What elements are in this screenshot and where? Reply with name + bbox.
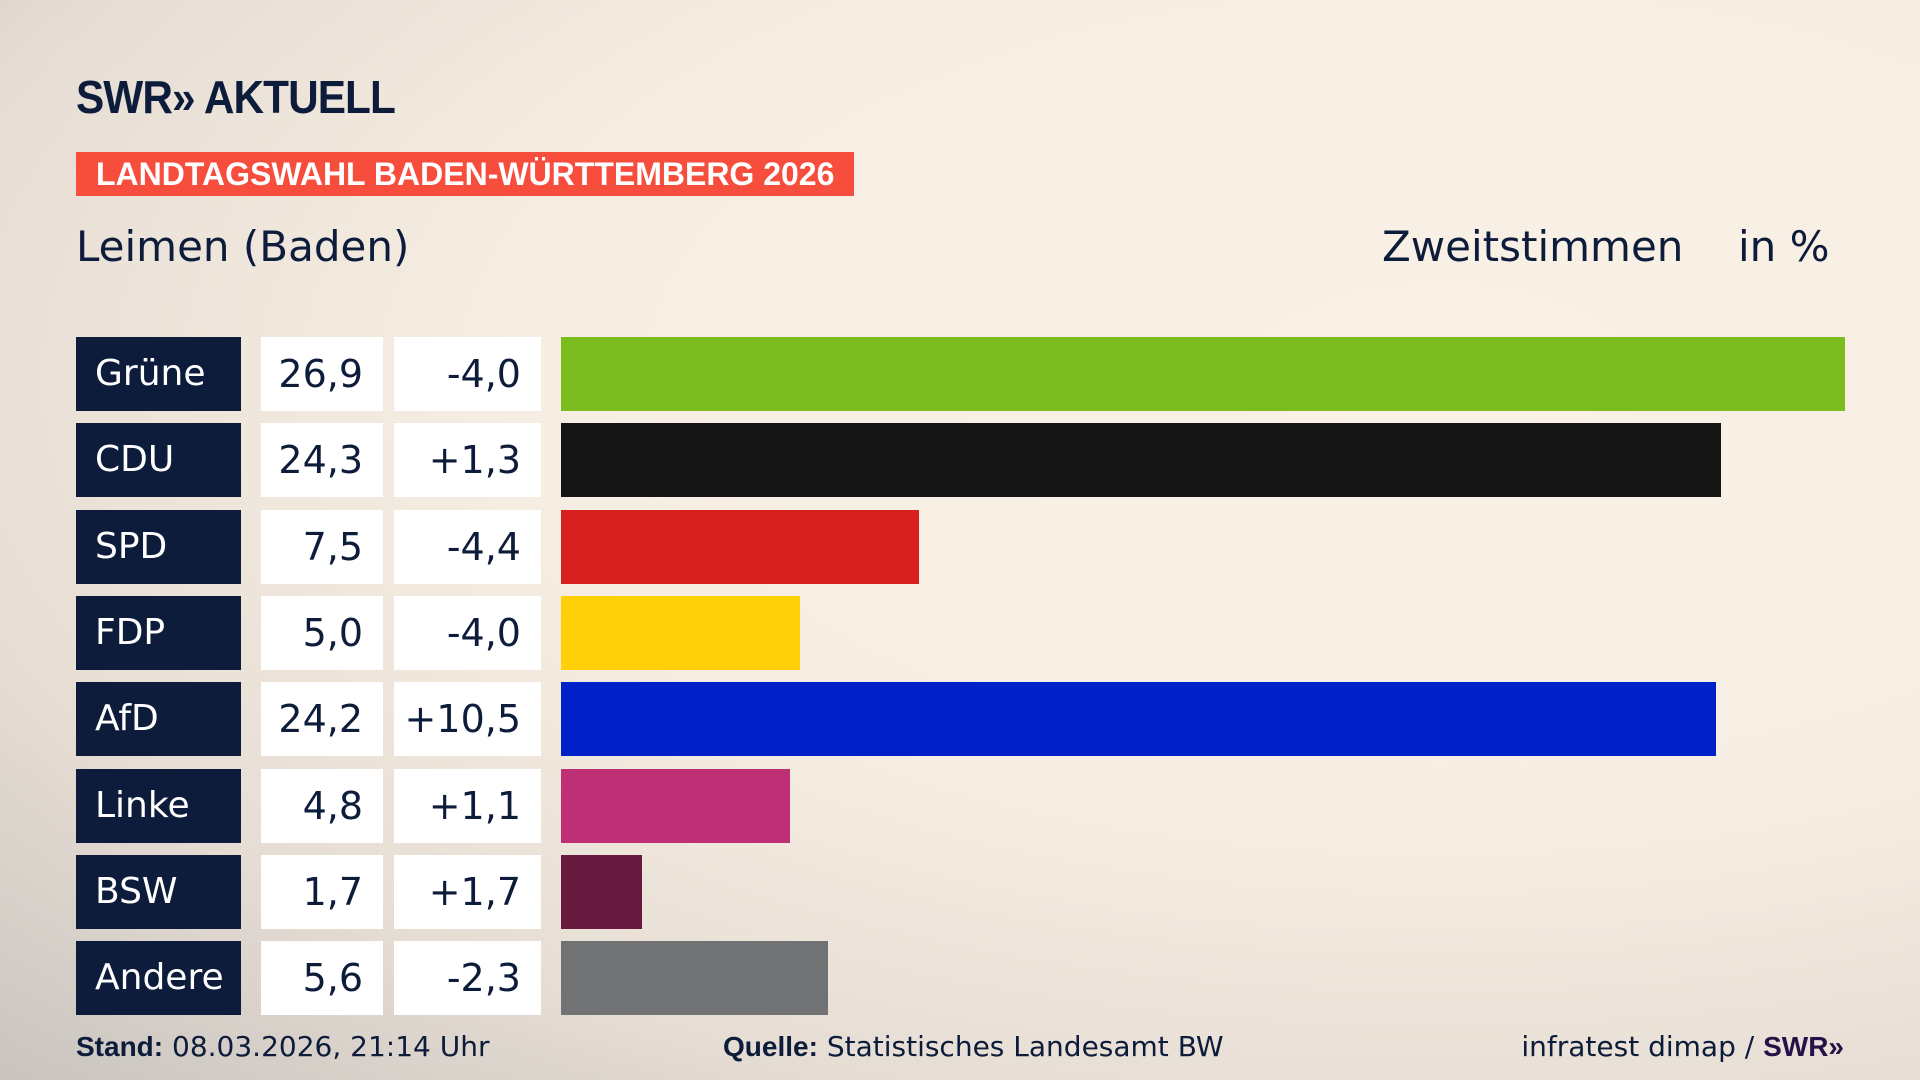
party-label: CDU — [76, 423, 241, 498]
credit: infratest dimap / SWR» — [1521, 1030, 1844, 1063]
source: Quelle: Statistisches Landesamt BW — [723, 1030, 1224, 1063]
diff-label: +1,3 — [394, 423, 541, 498]
value-label: 1,7 — [261, 854, 383, 929]
bar-linke — [561, 768, 791, 843]
value-label: 24,3 — [261, 423, 383, 498]
value-label: 5,6 — [261, 941, 383, 1016]
party-label: Grüne — [76, 337, 241, 411]
diff-label: -4,4 — [394, 509, 541, 584]
metric-label: Zweitstimmen — [1382, 222, 1684, 271]
value-label: 4,8 — [261, 768, 383, 843]
diff-label: -4,0 — [394, 337, 541, 411]
diff-label: -2,3 — [394, 941, 541, 1016]
timestamp: Stand: 08.03.2026, 21:14 Uhr — [76, 1030, 489, 1063]
swr-logo-small: SWR» — [1763, 1031, 1844, 1062]
bar-spd — [561, 509, 919, 584]
value-label: 26,9 — [261, 337, 383, 411]
value-label: 24,2 — [261, 682, 383, 757]
party-label: BSW — [76, 854, 241, 929]
value-label: 5,0 — [261, 595, 383, 670]
party-label: AfD — [76, 682, 241, 757]
source-label: Quelle: — [723, 1031, 818, 1062]
election-banner: LANDTAGSWAHL BADEN-WÜRTTEMBERG 2026 — [76, 152, 855, 196]
party-label: Linke — [76, 768, 241, 843]
bar-afd — [561, 682, 1717, 757]
diff-label: +1,7 — [394, 854, 541, 929]
diff-label: +10,5 — [394, 682, 541, 757]
diff-label: -4,0 — [394, 595, 541, 670]
bar-grüne — [561, 337, 1845, 411]
credit-text: infratest dimap / — [1521, 1030, 1755, 1063]
diff-label: +1,1 — [394, 768, 541, 843]
swr-aktuell-logo: SWR» AKTUELL — [76, 71, 396, 123]
value-label: 7,5 — [261, 509, 383, 584]
unit-label: in % — [1738, 222, 1830, 271]
party-label: Andere — [76, 941, 241, 1016]
bar-fdp — [561, 595, 800, 670]
party-label: FDP — [76, 595, 241, 670]
bar-cdu — [561, 423, 1721, 498]
place-title: Leimen (Baden) — [76, 222, 410, 271]
stand-label: Stand: — [76, 1031, 164, 1062]
bar-bsw — [561, 854, 643, 929]
stand-value: 08.03.2026, 21:14 Uhr — [172, 1030, 490, 1063]
bar-andere — [561, 941, 829, 1016]
party-label: SPD — [76, 509, 241, 584]
source-value: Statistisches Landesamt BW — [826, 1030, 1224, 1063]
